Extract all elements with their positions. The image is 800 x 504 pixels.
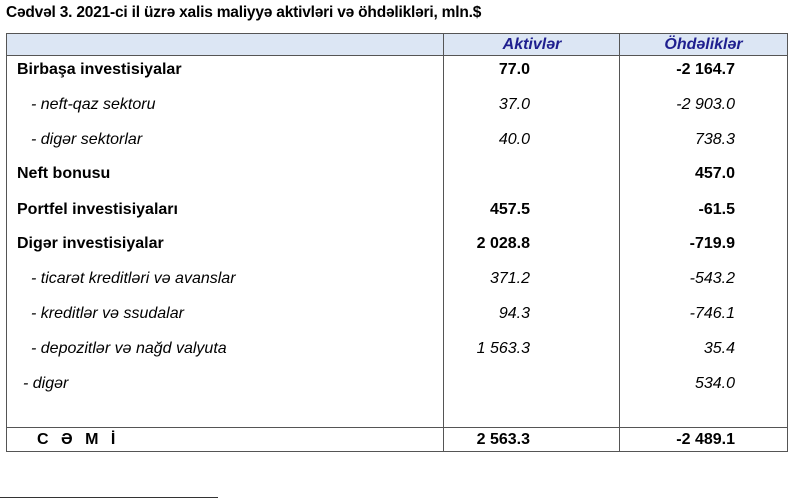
ohdelikler-value: 738.3 [694,131,735,148]
table-title: Cədvəl 3. 2021-ci il üzrə xalis maliyyə … [6,4,482,21]
header-aktivler: Aktivlər [502,36,562,53]
row-label: Digər investisiyalar [17,235,164,252]
table-row: - ticarət kreditləri və avanslar 371.2 -… [7,263,787,298]
table-row: Neft bonusu 457.0 [7,158,787,193]
column-divider [619,34,620,451]
total-ohdelikler: -2 489.1 [676,431,735,448]
ohdelikler-value: -2 903.0 [676,96,735,113]
row-label: - ticarət kreditləri və avanslar [31,270,236,287]
row-label: Portfel investisiyaları [17,201,178,218]
table-row: - digər sektorlar 40.0 738.3 [7,124,787,159]
row-label: - depozitlər və nağd valyuta [31,340,227,357]
table-header: Aktivlər Öhdəliklər [7,34,787,56]
table-row: - depozitlər və nağd valyuta 1 563.3 35.… [7,333,787,368]
table-row: - kreditlər və ssudalar 94.3 -746.1 [7,298,787,333]
footnote-separator [0,497,218,498]
aktivler-value: 2 028.8 [476,235,530,252]
table-row: Digər investisiyalar 2 028.8 -719.9 [7,228,787,263]
total-row: C Ə M İ 2 563.3 -2 489.1 [7,427,787,452]
aktivler-value: 1 563.3 [476,340,530,357]
ohdelikler-value: -2 164.7 [676,61,735,78]
row-label: - kreditlər və ssudalar [31,305,184,322]
aktivler-value: 77.0 [498,61,530,78]
ohdelikler-value: 457.0 [694,165,735,182]
row-label: - neft-qaz sektoru [31,96,156,113]
total-aktivler: 2 563.3 [476,431,530,448]
row-label: Neft bonusu [17,165,111,182]
aktivler-value: 37.0 [498,96,530,113]
row-label: - digər [23,375,69,392]
ohdelikler-value: -543.2 [689,270,735,287]
ohdelikler-value: -719.9 [689,235,735,252]
row-label: - digər sektorlar [31,131,143,148]
header-ohdelikler: Öhdəliklər [664,36,743,53]
ohdelikler-value: 534.0 [694,375,735,392]
table-row: Portfel investisiyaları 457.5 -61.5 [7,194,787,229]
table-row: Birbaşa investisiyalar 77.0 -2 164.7 [7,54,787,89]
aktivler-value: 40.0 [498,131,530,148]
aktivler-value: 457.5 [489,201,530,218]
total-label: C Ə M İ [37,431,116,448]
assets-liabilities-table: Aktivlər Öhdəliklər Birbaşa investisiyal… [6,33,788,452]
table-row: - neft-qaz sektoru 37.0 -2 903.0 [7,89,787,124]
row-label: Birbaşa investisiyalar [17,61,182,78]
ohdelikler-value: -746.1 [689,305,735,322]
table-row: - digər 534.0 [7,368,787,403]
ohdelikler-value: -61.5 [698,201,735,218]
ohdelikler-value: 35.4 [703,340,735,357]
aktivler-value: 94.3 [498,305,530,322]
aktivler-value: 371.2 [489,270,530,287]
column-divider [443,34,444,451]
